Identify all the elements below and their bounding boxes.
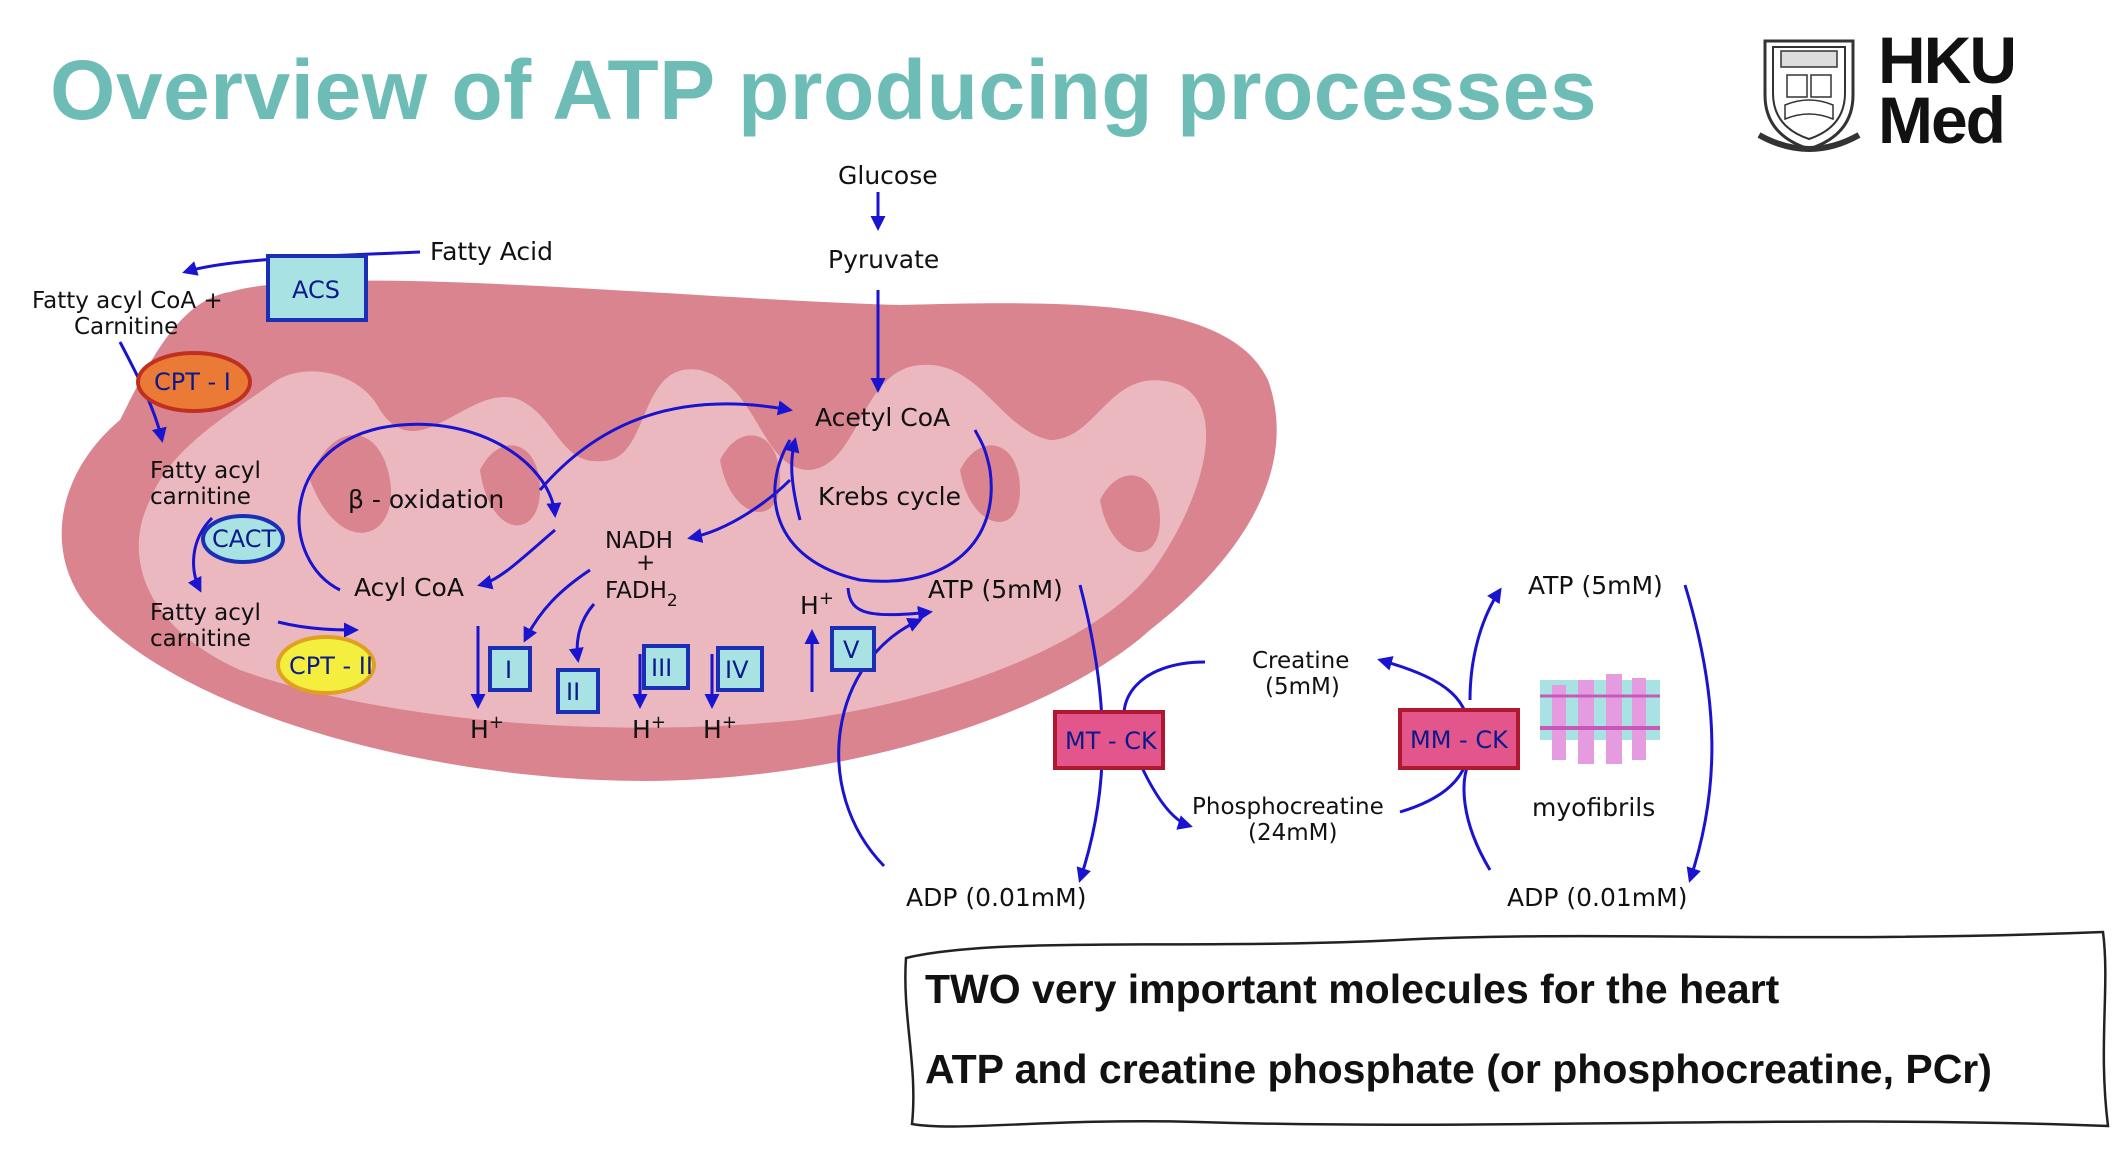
acetyl-coa-label: Acetyl CoA: [815, 403, 950, 432]
phosphocreatine-conc-label: (24mM): [1248, 820, 1337, 846]
h-plus-label: H+: [703, 712, 737, 744]
svg-text:CACT: CACT: [212, 525, 277, 553]
pathway-arrows: [118, 192, 1714, 883]
h-plus-label: H+: [632, 712, 666, 744]
arrow-adp-atp: [837, 618, 923, 868]
svg-text:III: III: [651, 654, 672, 682]
svg-text:II: II: [566, 678, 580, 706]
pyruvate-label: Pyruvate: [828, 245, 939, 274]
fatty-acyl-carnitine-label-b: Fatty acyl: [150, 600, 261, 626]
arrow-nadh-complexI: [523, 568, 591, 643]
hku-crest-icon: [1757, 39, 1861, 152]
page-title: Overview of ATP producing processes: [50, 43, 1598, 137]
arrow-cpt2: [277, 620, 359, 638]
atp-mito-label: ATP (5mM): [928, 575, 1063, 604]
svg-text:CPT - II: CPT - II: [289, 652, 373, 680]
myofibrils-label: myofibrils: [1532, 793, 1655, 822]
adp-mito-label: ADP (0.01mM): [906, 883, 1086, 912]
glucose-label: Glucose: [838, 161, 938, 190]
acs-box: ACS: [266, 254, 368, 322]
logo-line-2: Med: [1878, 83, 2006, 157]
cact-ellipse: CACT: [201, 514, 285, 564]
arrow-krebs-acetyl: [784, 437, 802, 521]
h-plus-label: H+: [800, 588, 834, 620]
svg-text:I: I: [505, 656, 512, 684]
complex-v-box: V: [830, 626, 876, 672]
fatty-acyl-carnitine-label: carnitine: [150, 484, 251, 510]
mm-ck-box: MM - CK: [1398, 708, 1520, 770]
logo-line-1: HKU: [1878, 23, 2017, 97]
svg-text:IV: IV: [725, 656, 749, 684]
svg-text:V: V: [843, 636, 860, 664]
creatine-conc-label: (5mM): [1265, 674, 1340, 700]
fatty-acyl-carnitine-label-b: carnitine: [150, 626, 251, 652]
atp-cyto-label: ATP (5mM): [1528, 571, 1663, 600]
arrow-cact: [187, 516, 214, 593]
mitochondrion-inner: [138, 364, 1207, 728]
complex-iv-box: IV: [716, 646, 764, 692]
arrow-to-acylcoa: [477, 528, 556, 590]
creatine-label: Creatine: [1252, 648, 1349, 674]
crista: [480, 445, 540, 526]
fadh2-label: FADH2: [605, 578, 678, 611]
arrow-to-atp-cyto: [1468, 587, 1502, 701]
h-plus-label: H+: [470, 712, 504, 744]
arrow-adp-cyto: [1462, 759, 1492, 871]
crista: [1100, 475, 1160, 553]
arrow-beta-oxidation-loop: [297, 422, 562, 592]
svg-text:MM - CK: MM - CK: [1410, 726, 1509, 754]
fatty-acid-label: Fatty Acid: [430, 237, 553, 266]
plus-label: +: [636, 550, 655, 576]
fatty-acyl-carnitine-label: Fatty acyl: [150, 458, 261, 484]
arrow-to-acetylcoa: [538, 400, 793, 491]
arrow-atp-adp-cyto: [1683, 584, 1714, 883]
complex-ii-box: II: [556, 668, 600, 714]
arrow-complexV-atp: [846, 587, 933, 621]
carnitine-label: Carnitine: [74, 314, 178, 340]
svg-text:ACS: ACS: [292, 276, 340, 304]
myofibrils-icon: [1540, 674, 1660, 764]
arrow-krebs-cycle: [773, 429, 993, 583]
svg-text:CPT - I: CPT - I: [154, 368, 231, 396]
note-line-2: ATP and creatine phosphate (or phosphocr…: [925, 1046, 1992, 1092]
note-box: [904, 930, 2110, 1128]
arrow-fadh2-complexII: [568, 603, 596, 663]
crista: [310, 435, 392, 533]
phosphocreatine-label: Phosphocreatine: [1192, 794, 1384, 820]
cpt2-ellipse: CPT - II: [276, 635, 376, 695]
cpt1-ellipse: CPT - I: [136, 351, 252, 413]
fatty-acyl-coa-label: Fatty acyl CoA +: [32, 288, 223, 314]
logo-text: HKU Med: [1878, 23, 2017, 157]
note-line-1: TWO very important molecules for the hea…: [925, 966, 1780, 1012]
arrow-krebs-nadh: [687, 478, 792, 543]
beta-oxidation-label: β - oxidation: [348, 485, 504, 514]
nadh-label: NADH: [605, 528, 673, 554]
adp-cyto-label: ADP (0.01mM): [1507, 883, 1687, 912]
complex-i-box: I: [488, 646, 532, 692]
mt-ck-box: MT - CK: [1053, 710, 1165, 770]
crista: [720, 435, 780, 513]
complex-iii-box: III: [642, 644, 690, 690]
krebs-cycle-label: Krebs cycle: [818, 482, 961, 511]
svg-text:MT - CK: MT - CK: [1065, 727, 1158, 755]
acyl-coa-label: Acyl CoA: [354, 573, 464, 602]
